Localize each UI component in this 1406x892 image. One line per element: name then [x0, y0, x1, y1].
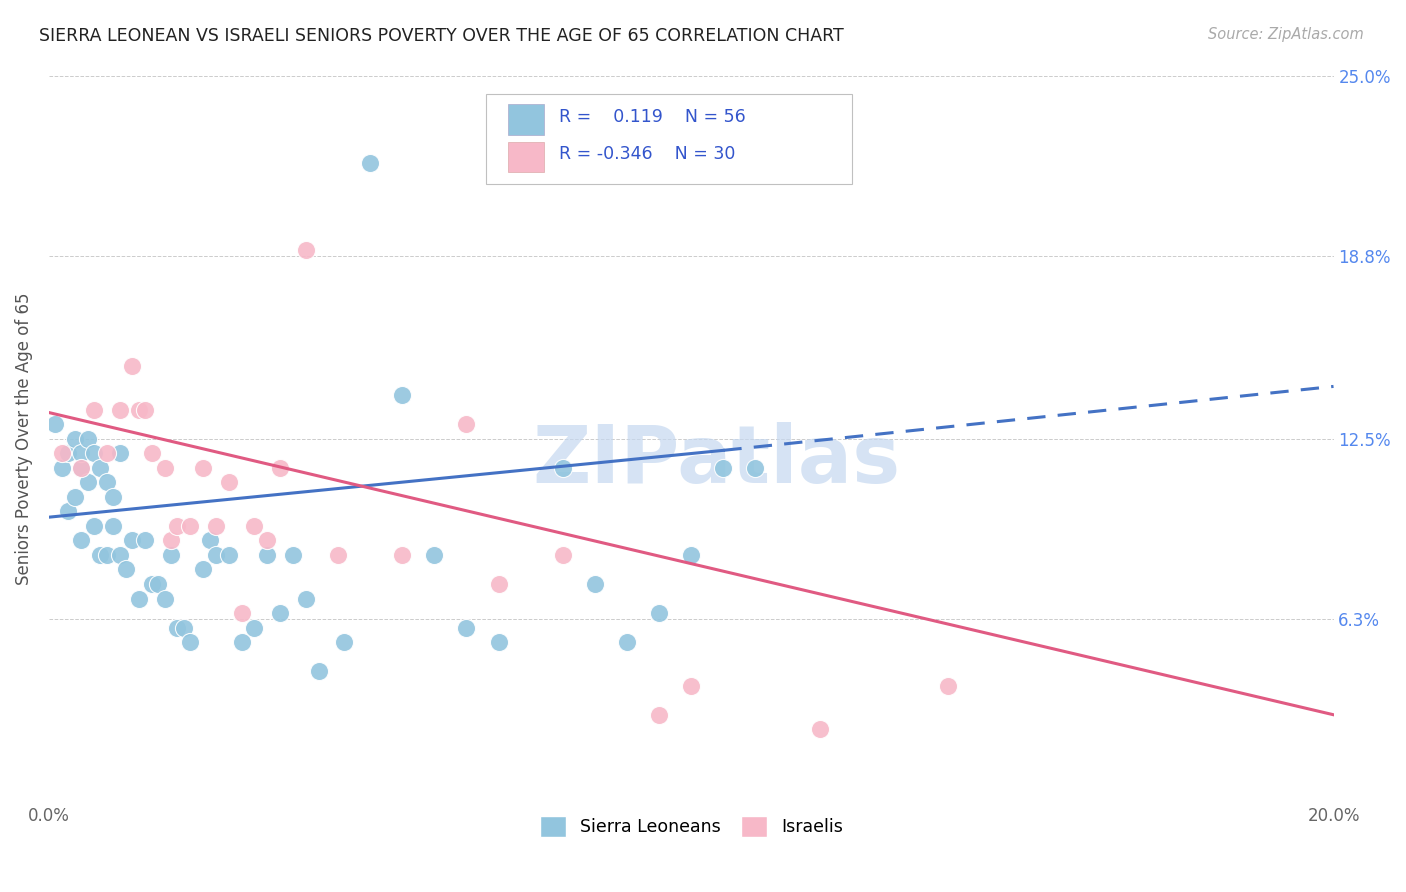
Point: [551, 548, 574, 562]
Point: [423, 548, 446, 562]
Point: [198, 533, 221, 548]
Point: [936, 679, 959, 693]
Point: [218, 475, 240, 490]
Point: [63, 432, 86, 446]
Point: [141, 577, 163, 591]
Point: [89, 460, 111, 475]
Point: [173, 621, 195, 635]
Point: [551, 460, 574, 475]
Point: [108, 548, 131, 562]
Point: [295, 243, 318, 257]
Point: [70, 533, 93, 548]
Point: [205, 519, 228, 533]
Point: [103, 519, 125, 533]
Point: [76, 432, 98, 446]
Point: [218, 548, 240, 562]
Point: [391, 548, 413, 562]
Point: [63, 490, 86, 504]
Point: [83, 519, 105, 533]
Point: [648, 606, 671, 620]
Point: [281, 548, 304, 562]
Point: [359, 155, 381, 169]
Point: [308, 664, 330, 678]
Point: [231, 606, 253, 620]
Point: [146, 577, 169, 591]
Point: [134, 402, 156, 417]
Point: [744, 460, 766, 475]
Point: [115, 562, 138, 576]
Point: [58, 446, 80, 460]
Point: [456, 621, 478, 635]
Point: [243, 519, 266, 533]
Point: [205, 548, 228, 562]
Point: [153, 460, 176, 475]
Point: [808, 723, 831, 737]
Point: [83, 446, 105, 460]
Point: [160, 548, 183, 562]
Point: [121, 533, 143, 548]
Point: [51, 460, 73, 475]
Point: [58, 504, 80, 518]
Point: [83, 402, 105, 417]
Point: [108, 446, 131, 460]
Point: [711, 460, 734, 475]
Point: [166, 621, 188, 635]
Text: R =    0.119    N = 56: R = 0.119 N = 56: [560, 108, 745, 126]
Point: [96, 446, 118, 460]
Point: [256, 533, 278, 548]
Point: [76, 475, 98, 490]
Point: [160, 533, 183, 548]
Point: [179, 519, 201, 533]
Text: SIERRA LEONEAN VS ISRAELI SENIORS POVERTY OVER THE AGE OF 65 CORRELATION CHART: SIERRA LEONEAN VS ISRAELI SENIORS POVERT…: [39, 27, 844, 45]
FancyBboxPatch shape: [485, 94, 852, 185]
Point: [89, 548, 111, 562]
Point: [179, 635, 201, 649]
Point: [456, 417, 478, 432]
Point: [391, 388, 413, 402]
Point: [103, 490, 125, 504]
Point: [256, 548, 278, 562]
Point: [231, 635, 253, 649]
Point: [70, 460, 93, 475]
Point: [648, 707, 671, 722]
Point: [191, 460, 214, 475]
Text: R = -0.346    N = 30: R = -0.346 N = 30: [560, 145, 735, 163]
Legend: Sierra Leoneans, Israelis: Sierra Leoneans, Israelis: [533, 809, 849, 844]
Point: [295, 591, 318, 606]
Point: [134, 533, 156, 548]
Point: [269, 606, 291, 620]
Point: [488, 577, 510, 591]
Point: [96, 548, 118, 562]
Point: [269, 460, 291, 475]
Point: [488, 635, 510, 649]
Point: [51, 446, 73, 460]
Point: [141, 446, 163, 460]
Point: [243, 621, 266, 635]
Point: [191, 562, 214, 576]
Point: [681, 679, 703, 693]
Point: [616, 635, 638, 649]
Point: [70, 460, 93, 475]
Text: Source: ZipAtlas.com: Source: ZipAtlas.com: [1208, 27, 1364, 42]
Text: ZIPatlas: ZIPatlas: [533, 422, 901, 500]
Bar: [508, 142, 544, 172]
Point: [583, 577, 606, 591]
Bar: [508, 104, 544, 135]
Point: [96, 475, 118, 490]
Point: [128, 591, 150, 606]
Point: [128, 402, 150, 417]
Point: [166, 519, 188, 533]
Point: [70, 446, 93, 460]
Point: [333, 635, 356, 649]
Point: [326, 548, 349, 562]
Point: [681, 548, 703, 562]
Point: [44, 417, 66, 432]
Y-axis label: Seniors Poverty Over the Age of 65: Seniors Poverty Over the Age of 65: [15, 293, 32, 585]
Point: [121, 359, 143, 373]
Point: [108, 402, 131, 417]
Point: [153, 591, 176, 606]
